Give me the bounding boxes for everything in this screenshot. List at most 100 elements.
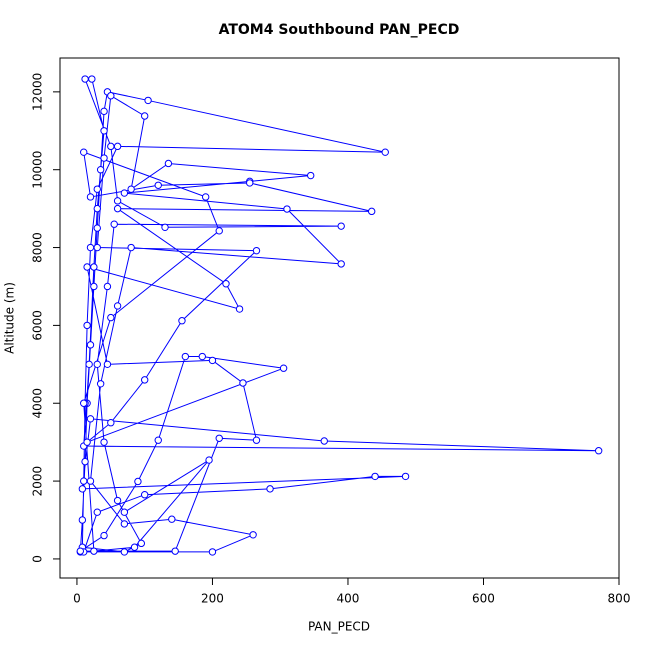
data-point [283, 205, 291, 213]
data-point [140, 376, 149, 384]
y-tick-label: 10000 [31, 151, 45, 189]
data-point [154, 436, 162, 444]
data-point [86, 341, 95, 349]
data-point [337, 222, 345, 230]
data-point [208, 356, 217, 365]
data-point [103, 360, 112, 369]
data-point [113, 496, 122, 505]
data-point [78, 516, 87, 524]
data-point [81, 75, 89, 83]
data-point [120, 508, 129, 516]
data-point [100, 531, 108, 540]
data-point [140, 112, 149, 120]
data-point [154, 181, 162, 189]
data-point [86, 243, 95, 252]
x-tick-label: 800 [608, 592, 631, 606]
data-point [381, 148, 389, 156]
data-point [76, 547, 85, 555]
data-point [140, 491, 149, 499]
data-point [93, 508, 101, 516]
data-point [127, 243, 135, 252]
x-tick-label: 200 [201, 592, 224, 606]
data-point [86, 193, 95, 201]
data-point [215, 227, 223, 235]
data-point [107, 419, 115, 427]
data-point [96, 380, 105, 388]
data-point [367, 207, 376, 216]
data-point [594, 447, 603, 455]
data-point [178, 317, 186, 325]
data-point [83, 321, 91, 330]
x-tick-label: 400 [337, 592, 360, 606]
data-point [215, 434, 223, 442]
data-point [100, 154, 108, 162]
data-point [164, 159, 173, 168]
data-point [401, 472, 410, 481]
data-point [127, 185, 135, 193]
data-point [80, 477, 88, 485]
data-point [80, 399, 88, 407]
data-point [86, 477, 95, 485]
data-point [120, 520, 129, 528]
data-point [171, 547, 179, 555]
data-point [161, 223, 169, 232]
data-point [93, 224, 101, 232]
data-point [222, 280, 230, 288]
data-point [86, 415, 95, 423]
data-point [100, 107, 108, 116]
data-point [208, 548, 217, 556]
x-tick-label: 600 [472, 592, 495, 606]
y-tick-label: 2000 [31, 466, 45, 497]
data-point [371, 472, 379, 481]
data-point [81, 457, 89, 466]
data-point [100, 127, 108, 135]
data-point [337, 260, 345, 268]
data-point [120, 189, 129, 197]
data-point [168, 515, 176, 523]
y-tick-label: 12000 [31, 73, 45, 111]
data-point [137, 539, 146, 548]
data-point [93, 360, 101, 369]
data-point [252, 246, 261, 255]
data-point [90, 263, 98, 271]
data-point [78, 485, 87, 493]
data-point [181, 352, 190, 361]
data-point [239, 379, 247, 387]
data-point [88, 75, 96, 83]
data-point [107, 142, 115, 151]
data-point [100, 438, 108, 446]
data-point [235, 305, 244, 313]
y-tick-label: 0 [31, 555, 45, 563]
data-point [113, 204, 122, 213]
data-point [252, 436, 261, 444]
data-point [110, 220, 118, 228]
y-tick-label: 4000 [31, 388, 45, 419]
data-point [144, 96, 152, 105]
data-point [85, 360, 93, 369]
data-point [83, 263, 91, 271]
data-point [279, 364, 288, 372]
x-tick-label: 0 [73, 592, 81, 606]
data-point [320, 437, 328, 445]
data-point [93, 243, 101, 252]
data-point [107, 92, 115, 100]
data-point [246, 179, 254, 187]
data-point [307, 171, 315, 180]
y-axis-label: Altitude (m) [3, 282, 17, 354]
data-point [107, 313, 115, 322]
data-point [130, 543, 139, 551]
data-point [93, 185, 101, 193]
data-point [266, 485, 274, 493]
data-point [120, 548, 129, 556]
data-point [249, 531, 257, 539]
data-point [113, 197, 122, 205]
y-tick-label: 6000 [31, 310, 45, 341]
data-point [96, 166, 105, 174]
data-point [80, 148, 88, 156]
data-point [201, 193, 210, 201]
x-axis-label: PAN_PECD [308, 620, 370, 634]
data-point [90, 547, 98, 555]
data-point [93, 204, 101, 213]
